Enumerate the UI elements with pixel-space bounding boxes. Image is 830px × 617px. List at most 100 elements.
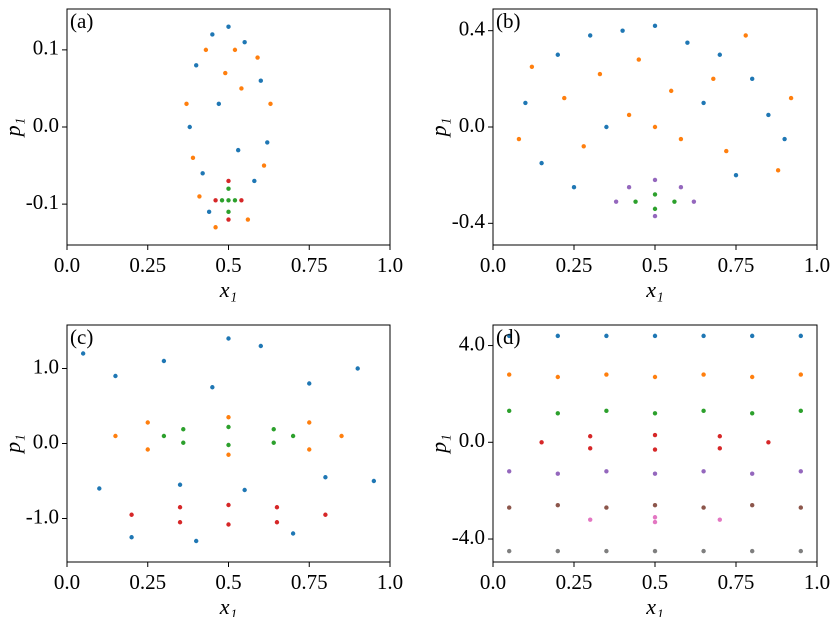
point xyxy=(226,522,231,527)
point xyxy=(750,333,755,339)
point xyxy=(652,206,658,212)
x-axis-label: x₁ xyxy=(645,277,663,302)
point xyxy=(226,502,231,508)
y-tick-label: -4.0 xyxy=(452,525,485,549)
point xyxy=(226,209,231,215)
point xyxy=(187,124,192,130)
point xyxy=(97,486,102,491)
x-axis-label: x₁ xyxy=(219,594,237,617)
point xyxy=(113,373,118,379)
point xyxy=(242,487,247,493)
point xyxy=(507,333,512,339)
point xyxy=(555,548,560,554)
point xyxy=(678,136,684,142)
y-axis-label: p₁ xyxy=(426,118,451,139)
point xyxy=(766,440,771,445)
point xyxy=(226,217,231,222)
point xyxy=(604,505,609,510)
point xyxy=(678,185,684,190)
x-tick-label: 0.25 xyxy=(556,570,593,594)
y-tick-label: 0.0 xyxy=(33,429,59,453)
point xyxy=(798,333,803,339)
point xyxy=(516,136,522,142)
point xyxy=(652,333,658,339)
x-tick-label: 0.0 xyxy=(480,253,506,277)
point xyxy=(555,411,560,416)
point xyxy=(258,343,263,349)
point xyxy=(213,225,218,230)
x-tick-label: 0.75 xyxy=(291,253,328,277)
point xyxy=(226,442,231,448)
point xyxy=(177,505,183,510)
point xyxy=(226,452,231,457)
point xyxy=(274,505,280,510)
point xyxy=(750,548,755,554)
point xyxy=(604,408,609,414)
point xyxy=(129,535,134,540)
point xyxy=(652,471,658,476)
point xyxy=(701,100,706,106)
y-tick-label: 1.0 xyxy=(33,354,59,378)
x-tick-label: 0.25 xyxy=(556,253,593,277)
point xyxy=(701,505,706,510)
point xyxy=(258,78,263,83)
y-tick-label: -1.0 xyxy=(26,504,59,528)
point xyxy=(507,408,512,414)
point xyxy=(750,374,755,380)
point xyxy=(290,433,296,439)
point xyxy=(239,198,244,203)
y-tick-label: -0.4 xyxy=(452,209,486,233)
point xyxy=(226,178,231,184)
point xyxy=(194,538,199,544)
point xyxy=(507,469,512,474)
point xyxy=(161,433,167,439)
point xyxy=(239,86,244,91)
point xyxy=(203,47,209,53)
point xyxy=(555,502,560,508)
point xyxy=(145,447,150,452)
point xyxy=(652,432,658,438)
point xyxy=(604,372,609,377)
point xyxy=(232,198,238,203)
point xyxy=(750,502,755,508)
point xyxy=(701,333,706,339)
point xyxy=(307,381,312,386)
x-tick-label: 0.0 xyxy=(54,253,80,277)
point xyxy=(588,517,593,522)
point xyxy=(235,147,241,153)
point xyxy=(613,199,619,204)
point xyxy=(652,124,658,130)
point xyxy=(604,333,609,339)
point xyxy=(711,76,716,82)
y-tick-label: 0.0 xyxy=(459,113,485,137)
panel-label: (c) xyxy=(70,325,93,349)
point xyxy=(798,372,803,377)
x-tick-label: 0.25 xyxy=(129,253,166,277)
point xyxy=(588,434,593,439)
point xyxy=(539,440,544,445)
point xyxy=(206,209,212,215)
point xyxy=(652,177,658,183)
point xyxy=(798,408,803,414)
point xyxy=(652,548,658,554)
point xyxy=(636,57,641,62)
point xyxy=(210,385,215,390)
x-tick-label: 0.5 xyxy=(642,253,668,277)
point xyxy=(181,427,186,432)
point xyxy=(652,519,658,525)
point xyxy=(290,531,296,536)
point xyxy=(555,52,560,57)
point xyxy=(194,63,199,68)
point xyxy=(766,112,771,118)
point xyxy=(507,505,512,510)
point xyxy=(555,374,560,380)
point xyxy=(161,358,167,364)
point xyxy=(242,39,247,45)
x-tick-label: 1.0 xyxy=(377,570,403,594)
point xyxy=(274,520,280,525)
point xyxy=(750,411,755,416)
point xyxy=(226,198,231,203)
point xyxy=(371,478,377,484)
point xyxy=(672,199,677,204)
point xyxy=(265,140,270,145)
